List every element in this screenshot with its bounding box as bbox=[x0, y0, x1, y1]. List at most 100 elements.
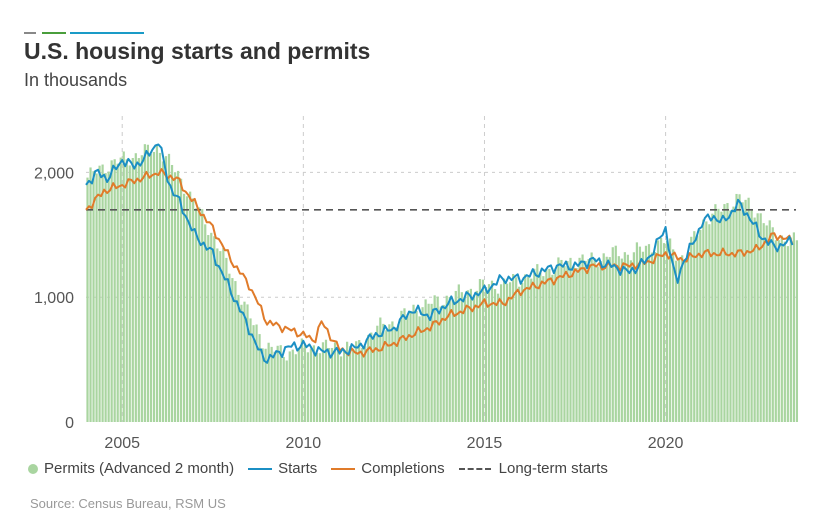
permits-bar bbox=[149, 153, 153, 423]
permits-bar bbox=[346, 341, 349, 422]
permits-bar bbox=[515, 277, 518, 422]
legend-permits-marker bbox=[28, 463, 38, 474]
permits-bar bbox=[300, 338, 303, 422]
permits-bar bbox=[379, 317, 382, 422]
permits-bar bbox=[593, 258, 596, 422]
permits-bar bbox=[327, 347, 331, 422]
permits-bar bbox=[786, 246, 789, 422]
permits-bar bbox=[780, 235, 783, 422]
permits-bar bbox=[768, 220, 771, 422]
permits-bar bbox=[527, 276, 530, 422]
permits-bar bbox=[626, 254, 629, 422]
permits-bar bbox=[330, 347, 334, 422]
permits-bar bbox=[164, 156, 168, 422]
permits-bar bbox=[394, 327, 397, 422]
permits-bar bbox=[644, 245, 648, 422]
permits-bar bbox=[324, 339, 328, 422]
permits-bar bbox=[795, 240, 799, 422]
permits-bar bbox=[318, 353, 322, 422]
source-note: Source: Census Bureau, RSM US bbox=[30, 496, 226, 511]
permits-bar bbox=[681, 255, 684, 422]
permits-bar bbox=[690, 236, 693, 422]
permits-bar bbox=[702, 219, 705, 422]
permits-bar bbox=[789, 237, 792, 422]
permits-bar bbox=[478, 279, 482, 422]
permits-bar bbox=[231, 278, 234, 422]
permits-bar bbox=[89, 167, 92, 422]
permits-bar bbox=[246, 304, 249, 422]
permits-bar bbox=[110, 160, 113, 422]
permits-bar bbox=[285, 360, 288, 422]
permits-bar bbox=[792, 232, 795, 422]
permits-bar bbox=[216, 248, 219, 422]
permits-bar bbox=[333, 342, 337, 422]
permits-bar bbox=[321, 342, 325, 422]
x-tick-label: 2015 bbox=[467, 435, 503, 452]
permits-bar bbox=[659, 237, 663, 422]
permits-bar bbox=[161, 161, 165, 423]
permits-bar bbox=[469, 288, 472, 422]
permits-bar bbox=[720, 211, 723, 422]
permits-bar bbox=[198, 207, 201, 422]
permits-bar bbox=[189, 191, 192, 422]
permits-bar bbox=[388, 324, 391, 422]
legend-item-starts: Starts bbox=[248, 460, 317, 477]
permits-bar bbox=[352, 348, 355, 422]
permits-bar bbox=[620, 258, 623, 422]
permits-bars bbox=[86, 144, 799, 423]
permits-bar bbox=[122, 151, 125, 422]
x-tick-label: 2005 bbox=[104, 435, 140, 452]
permits-bar bbox=[711, 213, 714, 422]
legend-starts-label: Starts bbox=[278, 460, 318, 477]
permits-bar bbox=[708, 224, 711, 422]
chart-plot: 0 1,000 2,000 2005 2010 2015 2020 bbox=[34, 116, 799, 452]
permits-bar bbox=[499, 284, 503, 422]
permits-bar bbox=[611, 247, 614, 422]
permits-bar bbox=[518, 286, 521, 422]
permits-bar bbox=[134, 153, 137, 422]
permits-bar bbox=[207, 235, 210, 422]
permits-bar bbox=[306, 352, 309, 422]
permits-bar bbox=[397, 323, 400, 422]
permits-bar bbox=[665, 240, 669, 422]
permits-bar bbox=[521, 283, 524, 422]
permits-bar bbox=[744, 199, 747, 422]
accent-bar-gray bbox=[24, 32, 36, 34]
permits-bar bbox=[131, 158, 134, 422]
permits-bar bbox=[635, 242, 639, 422]
permits-bar bbox=[575, 268, 578, 422]
permits-bar bbox=[729, 210, 732, 422]
permits-bar bbox=[451, 299, 454, 422]
permits-bar bbox=[696, 235, 699, 422]
permits-bar bbox=[210, 232, 213, 422]
permits-bar bbox=[481, 279, 485, 422]
permits-bar bbox=[258, 334, 261, 422]
permits-bar bbox=[367, 334, 370, 422]
permits-bar bbox=[623, 252, 626, 422]
permits-bar bbox=[400, 310, 403, 422]
legend: Permits (Advanced 2 month) Starts Comple… bbox=[28, 460, 622, 477]
legend-item-completions: Completions bbox=[331, 460, 445, 477]
permits-bar bbox=[590, 252, 593, 422]
legend-starts-marker bbox=[248, 467, 273, 470]
permits-bar bbox=[125, 159, 128, 423]
permits-bar bbox=[756, 213, 759, 422]
permits-bar bbox=[92, 171, 95, 422]
permits-bar bbox=[412, 304, 415, 422]
permits-bar bbox=[475, 290, 479, 422]
permits-bar bbox=[726, 203, 729, 422]
permits-bar bbox=[548, 268, 551, 422]
permits-bar bbox=[143, 144, 146, 422]
legend-completions-marker bbox=[331, 467, 356, 470]
permits-bar bbox=[759, 213, 762, 422]
permits-bar bbox=[678, 257, 681, 422]
permits-bar bbox=[409, 310, 412, 422]
permits-bar bbox=[364, 346, 367, 422]
permits-bar bbox=[222, 247, 225, 422]
permits-bar bbox=[693, 231, 696, 422]
permits-bar bbox=[542, 276, 545, 422]
permits-bar bbox=[264, 348, 267, 422]
y-tick-label: 1,000 bbox=[34, 290, 74, 307]
permits-bar bbox=[276, 345, 279, 422]
permits-bar bbox=[457, 284, 460, 422]
